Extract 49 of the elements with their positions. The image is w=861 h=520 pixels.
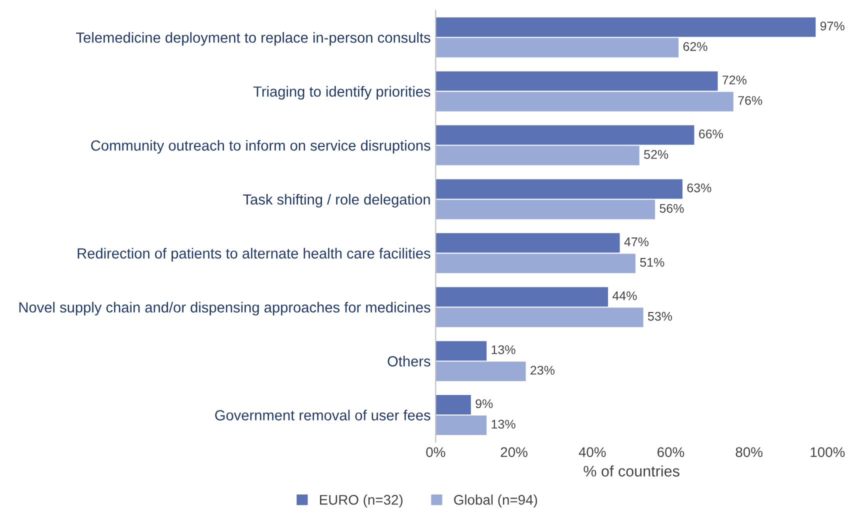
bar: [436, 254, 636, 274]
bar: [436, 92, 734, 112]
bar: [436, 233, 620, 253]
data-label: 63%: [687, 183, 712, 192]
bar: [436, 17, 816, 37]
data-label: 97%: [820, 22, 844, 30]
bar: [436, 146, 640, 166]
x-tick-label: 20%: [500, 447, 528, 458]
data-label: 76%: [738, 96, 762, 105]
x-tick-label: 40%: [578, 447, 606, 458]
data-label: 47%: [624, 237, 649, 246]
bar: [436, 287, 608, 307]
data-label: 52%: [644, 150, 668, 159]
y-tick-label: Others: [388, 356, 430, 367]
legend-label: Global (n=94): [454, 494, 538, 508]
bar: [436, 200, 656, 220]
bar: [436, 416, 487, 436]
y-tick-label: Task shifting / role delegation: [243, 194, 430, 208]
bar: [436, 38, 679, 58]
x-tick-label: 100%: [810, 447, 845, 458]
bar: [436, 125, 694, 145]
y-tick-label: Triaging to identify priorities: [253, 86, 430, 100]
data-label: 51%: [640, 258, 664, 267]
data-label: 53%: [648, 312, 672, 321]
legend-label: EURO (n=32): [320, 494, 403, 508]
bar: [436, 308, 644, 328]
y-tick-label: Redirection of patients to alternate health care facilities: [78, 248, 430, 262]
bar: [436, 395, 471, 415]
data-label: 13%: [492, 420, 516, 429]
y-tick-label: Government removal of user fees: [215, 410, 430, 420]
bar: [436, 179, 682, 199]
data-label: 13%: [492, 345, 516, 354]
bar: [436, 341, 487, 361]
y-tick-label: Community outreach to inform on service disruptions: [91, 140, 430, 154]
data-label: 56%: [660, 204, 684, 213]
data-label: 62%: [683, 42, 708, 51]
data-label: 72%: [722, 76, 746, 84]
bar: [436, 362, 526, 382]
x-tick-label: 0%: [426, 447, 446, 458]
data-label: 23%: [530, 366, 555, 375]
data-label: 66%: [699, 130, 723, 138]
data-label: 44%: [612, 291, 637, 300]
data-label: 9%: [476, 399, 493, 408]
x-tick-label: 80%: [736, 447, 762, 458]
bar: [436, 71, 718, 91]
x-axis-title: % of countries: [584, 465, 680, 477]
x-tick-label: 60%: [658, 447, 684, 458]
y-tick-label: Novel supply chain and/or dispensing approaches for medicines: [19, 302, 430, 316]
y-tick-label: Telemedicine deployment to replace in-person consults: [76, 32, 430, 46]
